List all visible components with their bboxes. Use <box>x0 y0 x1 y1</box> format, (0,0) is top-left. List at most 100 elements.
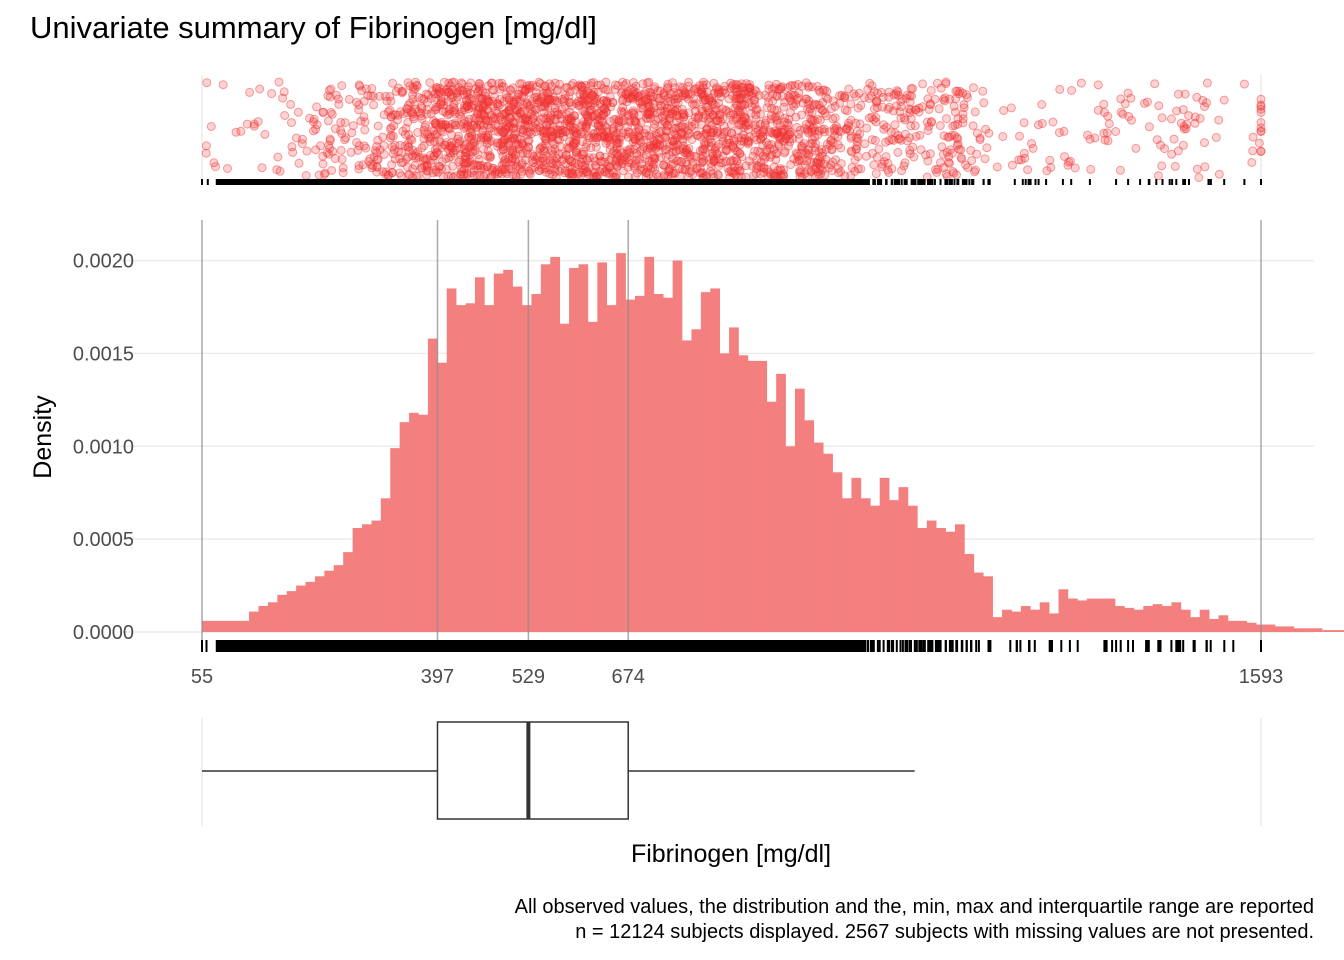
jitter-point <box>722 106 732 116</box>
jitter-point <box>278 93 288 103</box>
histogram-bar <box>390 448 400 632</box>
jitter-point <box>697 168 707 178</box>
jitter-point <box>408 90 418 100</box>
jitter-point <box>334 99 344 109</box>
jitter-point <box>853 103 863 113</box>
histogram-bar <box>1180 609 1191 632</box>
jitter-point <box>779 102 789 112</box>
jitter-point <box>348 121 358 131</box>
jitter-point <box>923 126 933 136</box>
jitter-point <box>618 166 628 176</box>
histogram-bar <box>663 297 673 632</box>
jitter-point <box>632 93 642 103</box>
jitter-point <box>486 152 496 162</box>
jitter-point <box>467 103 477 112</box>
jitter-point <box>506 85 516 95</box>
jitter-point <box>674 164 684 174</box>
jitter-point <box>625 117 635 127</box>
jitter-point <box>316 141 325 151</box>
jitter-point <box>518 128 528 138</box>
histogram-bar <box>794 388 805 632</box>
y-tick-label: 0.0015 <box>73 343 134 365</box>
jitter-point <box>738 83 748 93</box>
histogram-bar <box>512 286 523 632</box>
histogram-bar <box>1312 628 1323 632</box>
jitter-point <box>941 77 951 87</box>
jitter-point <box>886 127 896 137</box>
jitter-point <box>840 91 850 101</box>
jitter-point <box>288 147 298 157</box>
y-tick-label: 0.0010 <box>73 436 134 458</box>
jitter-point <box>460 140 470 149</box>
jitter-point <box>737 79 747 89</box>
jitter-point <box>797 110 807 120</box>
jitter-point <box>318 107 328 117</box>
jitter-point <box>522 85 531 95</box>
jitter-point <box>689 86 699 95</box>
jitter-point <box>462 90 472 99</box>
jitter-point <box>923 156 933 166</box>
jitter-point <box>1116 107 1126 117</box>
jitter-point <box>617 88 626 98</box>
jitter-point <box>1239 79 1249 89</box>
jitter-point <box>611 80 620 90</box>
boxplot-panel <box>201 718 1262 826</box>
jitter-point <box>459 124 469 133</box>
jitter-point <box>1256 118 1266 127</box>
jitter-point <box>496 146 506 156</box>
jitter-point <box>447 119 457 129</box>
jitter-point <box>430 118 440 128</box>
histogram-bar <box>296 585 306 632</box>
jitter-point <box>1090 133 1100 143</box>
histogram-bar <box>879 477 890 632</box>
jitter-point <box>412 81 422 91</box>
jitter-point <box>597 111 607 121</box>
jitter-point <box>1214 169 1224 179</box>
jitter-point <box>648 142 658 152</box>
jitter-point <box>744 132 754 142</box>
jitter-point <box>443 97 453 107</box>
jitter-point <box>504 102 514 111</box>
jitter-point <box>527 129 536 139</box>
jitter-point <box>864 113 874 123</box>
jitter-point <box>380 91 390 101</box>
jitter-point <box>373 121 383 131</box>
jitter-point <box>871 169 881 179</box>
jitter-point <box>653 141 663 151</box>
jitter-point <box>432 84 442 94</box>
histogram-bar <box>710 288 720 632</box>
jitter-point <box>709 125 719 135</box>
jitter-point <box>319 107 328 117</box>
x-axis-label: Fibrinogen [mg/dl] <box>631 840 831 868</box>
histogram-bar <box>569 268 579 632</box>
jitter-point <box>1111 127 1121 136</box>
jitter-point <box>619 155 629 165</box>
jitter-point <box>730 84 739 94</box>
jitter-point <box>844 84 854 94</box>
jitter-point <box>302 146 312 156</box>
jitter-point <box>730 103 740 113</box>
jitter-point <box>500 134 510 143</box>
jitter-point <box>504 122 513 132</box>
x-tick-label: 1593 <box>1239 666 1284 688</box>
jitter-point <box>939 131 949 141</box>
jitter-point <box>394 83 403 93</box>
jitter-point <box>649 153 659 163</box>
jitter-point <box>405 81 415 91</box>
jitter-point <box>877 162 887 172</box>
jitter-point <box>301 171 311 180</box>
jitter-point <box>758 140 768 150</box>
jitter-point <box>772 92 782 101</box>
jitter-point <box>577 127 587 137</box>
jitter-point <box>481 91 491 101</box>
jitter-point <box>819 124 829 134</box>
jitter-point <box>405 98 415 108</box>
jitter-point <box>410 160 420 170</box>
jitter-point <box>772 171 782 181</box>
jitter-point <box>434 89 443 99</box>
jitter-point <box>638 79 648 89</box>
histogram-bar <box>832 472 843 632</box>
jitter-point <box>209 158 219 168</box>
jitter-point <box>740 112 750 122</box>
jitter-point <box>906 121 916 131</box>
